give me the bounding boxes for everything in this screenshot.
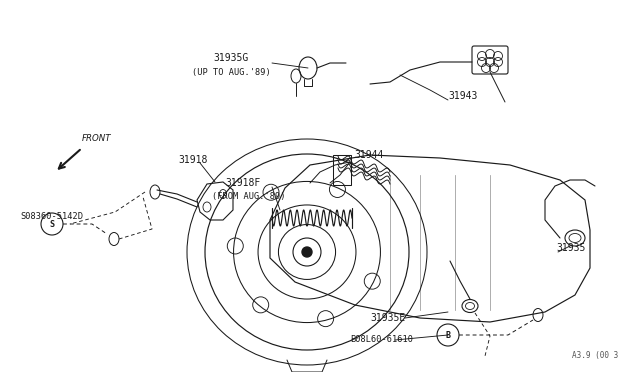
Text: 31944: 31944 [354,150,383,160]
Circle shape [302,247,312,257]
Text: A3.9 (00 3: A3.9 (00 3 [572,351,618,360]
Text: (UP TO AUG.'89): (UP TO AUG.'89) [192,67,271,77]
Text: 31935E: 31935E [370,313,405,323]
Text: S: S [49,219,54,228]
Text: 31935G: 31935G [213,53,248,63]
Text: 31943: 31943 [448,91,477,101]
Text: 31935: 31935 [556,243,586,253]
Text: B08L60-61610: B08L60-61610 [350,336,413,344]
Text: B: B [445,330,451,340]
Text: 31918: 31918 [178,155,207,165]
Text: FRONT: FRONT [82,134,111,142]
Text: (FROM AUG.'89): (FROM AUG.'89) [212,192,285,201]
Text: 31918F: 31918F [225,178,260,188]
Text: S08360-5142D: S08360-5142D [20,212,83,221]
